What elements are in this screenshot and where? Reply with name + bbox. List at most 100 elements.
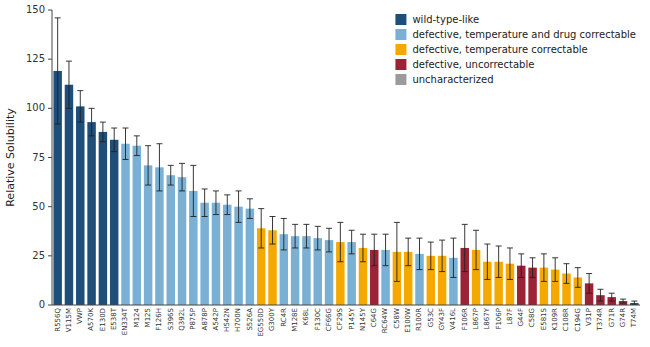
x-tick-label: K68L: [302, 308, 310, 325]
error-bar-cap: [156, 143, 162, 144]
error-bar-cap: [383, 234, 389, 235]
y-tick-label: 50: [32, 201, 45, 212]
x-tick-label: EG550D: [257, 308, 265, 337]
x-tick-label: A570K: [87, 308, 95, 331]
x-tick-label: L87F: [506, 308, 514, 325]
error-bar-cap: [156, 190, 162, 191]
error-bar-cap: [326, 228, 332, 229]
error-bar-cap: [349, 253, 355, 254]
error-bar-stem: [464, 224, 465, 271]
error-bar-stem: [193, 165, 194, 216]
x-tick-label: S526A: [246, 308, 254, 331]
error-bar: [484, 244, 490, 279]
x-tick-label: V31P: [585, 308, 593, 326]
x-tick-label: G74R: [619, 308, 627, 327]
error-bar: [247, 199, 253, 219]
y-tick: [48, 305, 52, 306]
x-tick-label: T374R: [596, 308, 604, 332]
error-bar-cap: [439, 240, 445, 241]
x-tick-label: RC4R: [280, 308, 288, 327]
error-bar-cap: [586, 293, 592, 294]
error-bar-cap: [179, 190, 185, 191]
error-bar-cap: [315, 226, 321, 227]
error-bar-cap: [417, 269, 423, 270]
x-tick-label: C194G: [574, 308, 582, 332]
x-tick-label: K109R: [551, 308, 559, 331]
error-bar-stem: [148, 146, 149, 185]
legend-label: defective, temperature and drug correcta…: [412, 29, 636, 40]
error-bar-cap: [405, 265, 411, 266]
error-bar-stem: [249, 199, 250, 219]
x-tick-label: H700N: [234, 308, 242, 332]
error-bar-cap: [224, 194, 230, 195]
x-tick-label: S396S: [167, 307, 175, 330]
error-bar-cap: [371, 234, 377, 235]
error-bar: [303, 224, 309, 248]
error-bar-stem: [396, 222, 397, 281]
error-bar-stem: [114, 128, 115, 152]
x-tick-label: RC64W: [381, 308, 389, 333]
error-bar-cap: [202, 216, 208, 217]
y-tick: [48, 59, 52, 60]
error-bar-stem: [351, 230, 352, 254]
error-bar-stem: [182, 163, 183, 191]
x-tick-label: R100R: [415, 308, 423, 331]
error-bar-cap: [66, 108, 72, 109]
y-tick: [48, 108, 52, 109]
error-bar-stem: [204, 189, 205, 217]
legend-label: uncharacterized: [412, 74, 493, 85]
error-bar-cap: [484, 244, 490, 245]
error-bar-cap: [303, 247, 309, 248]
error-bar-cap: [337, 222, 343, 223]
x-tick-label: A878P: [201, 308, 209, 330]
x-tick-label: E100W: [404, 308, 412, 333]
error-bar-stem: [329, 228, 330, 252]
error-bar-cap: [100, 141, 106, 142]
error-bar-cap: [224, 214, 230, 215]
error-bar-cap: [123, 159, 129, 160]
error-bar: [55, 18, 61, 124]
x-tick-label: P145Y: [348, 307, 356, 330]
error-bar-cap: [77, 90, 83, 91]
error-bar-cap: [134, 135, 140, 136]
error-bar-stem: [170, 165, 171, 185]
error-bar-cap: [89, 108, 95, 109]
error-bar-stem: [634, 301, 635, 305]
error-bar-cap: [496, 246, 502, 247]
error-bar-cap: [383, 265, 389, 266]
error-bar-cap: [213, 190, 219, 191]
error-bar-cap: [552, 281, 558, 282]
x-tick-label: M125: [144, 308, 152, 327]
error-bar-cap: [134, 155, 140, 156]
y-tick: [48, 157, 52, 158]
legend-swatch: [395, 74, 406, 85]
legend-swatch: [395, 14, 406, 25]
error-bar-cap: [496, 277, 502, 278]
error-bar: [134, 136, 140, 156]
error-bar-cap: [371, 265, 377, 266]
x-tick-label: R556Q: [54, 308, 62, 332]
y-tick: [48, 10, 52, 11]
error-bar-cap: [620, 303, 626, 304]
x-axis-line: [52, 305, 640, 306]
y-tick-label: 150: [26, 4, 45, 15]
error-bar: [564, 264, 570, 284]
error-bar-cap: [292, 247, 298, 248]
error-bar-stem: [487, 244, 488, 279]
error-bar-stem: [555, 258, 556, 282]
error-bar-stem: [57, 18, 58, 124]
error-bar-stem: [521, 254, 522, 278]
error-bar-cap: [564, 283, 570, 284]
x-tick-label: E538T: [110, 307, 118, 330]
x-tick-label: G71R: [608, 308, 616, 327]
y-tick-label: 0: [39, 299, 45, 310]
x-tick-label: F130C: [314, 308, 322, 330]
y-tick: [48, 255, 52, 256]
error-bar: [586, 274, 592, 294]
error-bar-cap: [89, 135, 95, 136]
x-tick-label: CF66G: [325, 308, 333, 331]
error-bar-stem: [261, 209, 262, 248]
x-tick-label: L867Y: [483, 307, 491, 329]
x-tick-label: E581S: [540, 307, 548, 330]
error-bar: [518, 254, 524, 278]
